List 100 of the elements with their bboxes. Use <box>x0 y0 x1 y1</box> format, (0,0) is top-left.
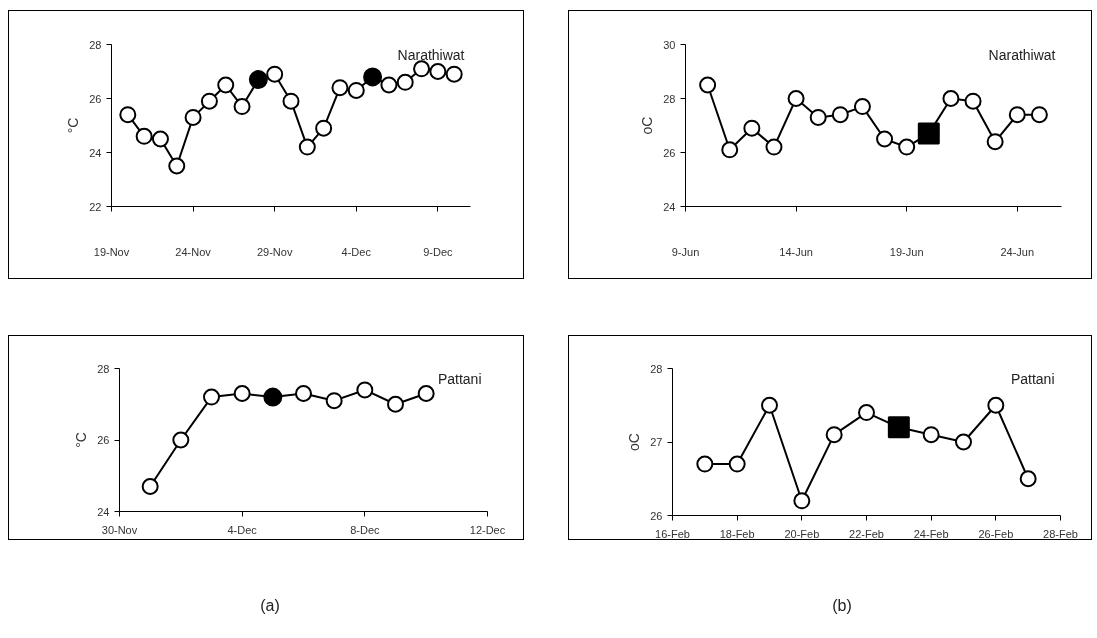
point <box>787 90 805 107</box>
x-tick-label: 19-Jun <box>889 245 924 258</box>
point <box>141 477 159 495</box>
point <box>263 387 283 407</box>
point <box>986 133 1004 151</box>
point <box>761 396 778 414</box>
point <box>987 396 1005 414</box>
point <box>248 70 268 90</box>
point <box>1019 470 1037 488</box>
point <box>831 106 849 124</box>
point <box>413 60 431 78</box>
point <box>298 138 316 156</box>
x-tick-label: 16-Feb <box>655 527 690 540</box>
y-tick-label: 24 <box>663 200 676 213</box>
text: (b) <box>832 596 852 616</box>
point <box>917 122 940 145</box>
point <box>955 433 972 451</box>
y-tick-label: 24 <box>89 146 102 159</box>
y-tick-label: 28 <box>663 92 676 105</box>
point <box>184 108 202 126</box>
point <box>203 388 220 406</box>
point <box>396 73 414 91</box>
y-tick-label: 26 <box>97 434 110 446</box>
y-tick-label: 22 <box>89 200 102 213</box>
x-tick-label: 9-Jun <box>671 245 700 258</box>
x-tick-label: 18-Feb <box>719 527 755 540</box>
x-tick-label: 30-Nov <box>101 523 138 536</box>
point <box>325 392 343 410</box>
point <box>721 141 739 159</box>
point <box>699 76 717 94</box>
x-tick-label: 22-Feb <box>849 527 884 540</box>
point <box>898 138 916 156</box>
x-tick-label: 9-Dec <box>423 245 454 258</box>
y-axis-title: °C <box>73 432 90 448</box>
point <box>135 127 153 145</box>
x-tick-label: 29-Nov <box>256 245 293 258</box>
y-axis-title: °C <box>65 117 82 134</box>
point <box>942 90 960 107</box>
point <box>887 416 910 439</box>
point <box>445 65 463 83</box>
point <box>728 455 746 473</box>
point <box>380 76 398 94</box>
y-tick-label: 24 <box>97 505 110 518</box>
point <box>964 92 982 110</box>
x-tick-label: 26-Feb <box>978 527 1014 540</box>
point <box>119 106 137 124</box>
point <box>363 67 383 87</box>
point <box>295 385 312 403</box>
point <box>765 138 783 156</box>
point <box>922 426 940 444</box>
point <box>876 130 894 148</box>
point <box>347 81 365 99</box>
point <box>429 63 447 80</box>
x-tick-label: 24-Jun <box>1000 245 1035 258</box>
x-tick-label: 24-Feb <box>913 527 949 540</box>
point <box>696 455 714 473</box>
y-axis-title: oC <box>639 116 656 135</box>
point <box>266 65 284 83</box>
y-tick-label: 26 <box>663 146 676 159</box>
point <box>233 385 251 403</box>
point <box>331 79 349 97</box>
annotation: Narathiwat <box>397 46 465 63</box>
point <box>417 385 435 403</box>
point <box>1030 106 1048 124</box>
x-tick-label: 19-Nov <box>93 245 130 258</box>
point <box>743 119 761 137</box>
y-tick-label: 26 <box>650 509 663 522</box>
x-tick-label: 4-Dec <box>227 523 258 536</box>
point <box>858 404 875 422</box>
point <box>825 426 843 444</box>
x-tick-label: 8-Dec <box>350 523 380 536</box>
x-tick-label: 4-Dec <box>341 245 372 258</box>
y-tick-label: 26 <box>89 92 102 105</box>
x-tick-label: 20-Feb <box>784 527 820 540</box>
point <box>1008 106 1026 124</box>
annotation: Narathiwat <box>988 46 1056 63</box>
y-tick-label: 30 <box>663 38 676 51</box>
point <box>282 92 300 110</box>
point <box>172 431 190 449</box>
point <box>151 130 169 148</box>
x-tick-label: 14-Jun <box>779 245 813 258</box>
y-tick-label: 28 <box>97 362 110 375</box>
y-axis-title: oC <box>626 433 643 451</box>
annotation: Pattani <box>437 370 482 387</box>
y-tick-label: 28 <box>89 38 102 51</box>
point <box>356 381 374 399</box>
point <box>387 395 404 413</box>
y-tick-label: 27 <box>650 436 663 448</box>
point <box>217 76 235 94</box>
point <box>200 92 218 110</box>
x-tick-label: 28-Feb <box>1043 527 1078 540</box>
x-tick-label: 24-Nov <box>175 245 212 258</box>
y-tick-label: 28 <box>650 362 663 375</box>
point <box>853 98 871 116</box>
x-tick-label: 12-Dec <box>469 523 506 536</box>
point <box>809 108 827 126</box>
point <box>168 157 186 175</box>
text: (a) <box>260 596 280 616</box>
point <box>315 119 333 137</box>
point <box>793 492 811 510</box>
